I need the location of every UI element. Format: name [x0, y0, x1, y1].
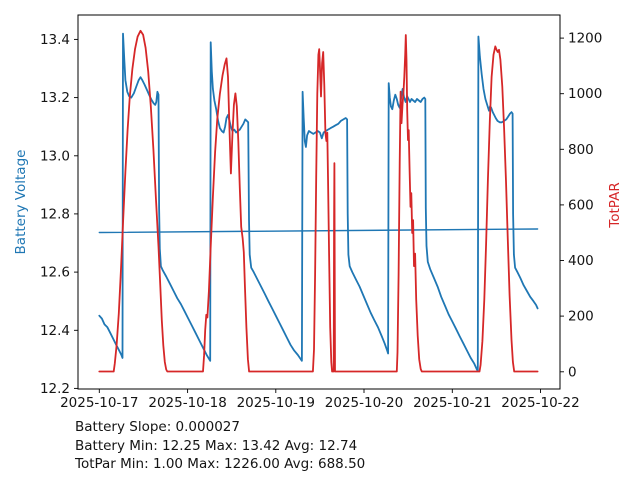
- x-tick-label: 2025-10-18: [148, 395, 226, 411]
- right-tick-label: 0: [568, 364, 577, 380]
- x-tick-label: 2025-10-21: [413, 395, 491, 411]
- left-tick-label: 13.4: [40, 32, 70, 48]
- stats-annotation: Battery Slope: 0.000027 Battery Min: 12.…: [75, 418, 365, 474]
- left-tick-label: 12.4: [40, 323, 70, 339]
- right-tick-label: 400: [568, 253, 594, 269]
- right-tick-label: 200: [568, 309, 594, 325]
- x-tick-label: 2025-10-20: [325, 395, 403, 411]
- battery-voltage-line: [98, 32, 539, 372]
- totpar-stats-text: TotPar Min: 1.00 Max: 1226.00 Avg: 688.5…: [75, 456, 366, 473]
- right-axis-label: TotPAR: [607, 182, 623, 228]
- left-tick-label: 12.2: [40, 381, 70, 397]
- right-tick-label: 1000: [568, 86, 602, 102]
- left-tick-label: 12.8: [40, 206, 70, 222]
- x-tick-label: 2025-10-19: [237, 395, 315, 411]
- plot-border: [77, 14, 561, 390]
- left-tick-label: 13.0: [40, 148, 70, 164]
- battery-stats-text: Battery Min: 12.25 Max: 13.42 Avg: 12.74: [75, 437, 358, 454]
- battery-trend-line: [98, 228, 539, 234]
- totpar-line: [98, 29, 539, 373]
- x-tick-label: 2025-10-17: [60, 395, 138, 411]
- right-tick-label: 600: [568, 197, 594, 213]
- left-tick-label: 12.6: [40, 265, 70, 281]
- left-tick-label: 13.2: [40, 90, 70, 106]
- battery-slope-text: Battery Slope: 0.000027: [75, 419, 240, 435]
- x-tick-label: 2025-10-22: [501, 395, 579, 411]
- left-axis-label: Battery Voltage: [13, 149, 29, 255]
- right-tick-label: 800: [568, 142, 594, 158]
- right-tick-label: 1200: [568, 31, 602, 47]
